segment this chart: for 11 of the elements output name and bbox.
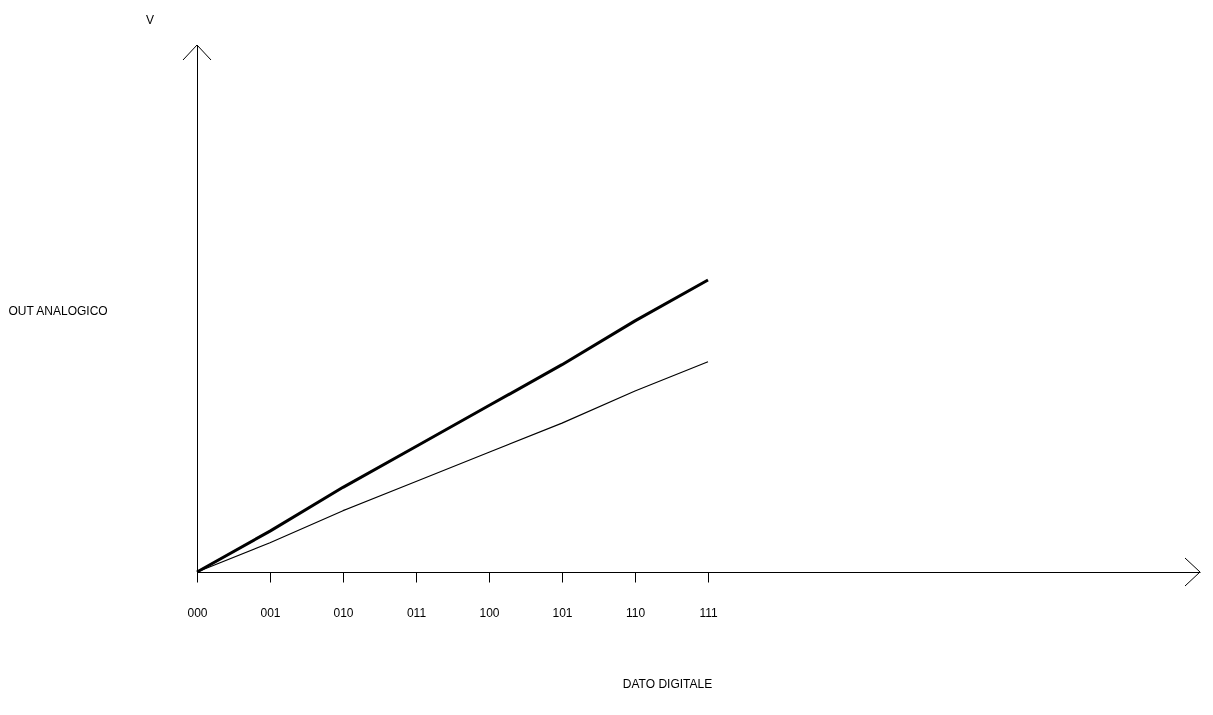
- x-tick-label: 101: [552, 605, 573, 620]
- text: V: [145, 13, 155, 27]
- x-tick-label: 001: [260, 605, 281, 620]
- x-tick-label: 011: [406, 605, 427, 620]
- x-tick-label: 110: [625, 605, 646, 620]
- x-tick-label: 010: [333, 605, 354, 620]
- x-axis-title: DATO DIGITALE: [622, 676, 713, 691]
- x-tick-label: 111: [699, 605, 718, 620]
- x-tick-label: 100: [479, 605, 500, 620]
- y-axis-title: OUT ANALOGICO: [8, 303, 108, 318]
- x-tick-label: 000: [187, 605, 208, 620]
